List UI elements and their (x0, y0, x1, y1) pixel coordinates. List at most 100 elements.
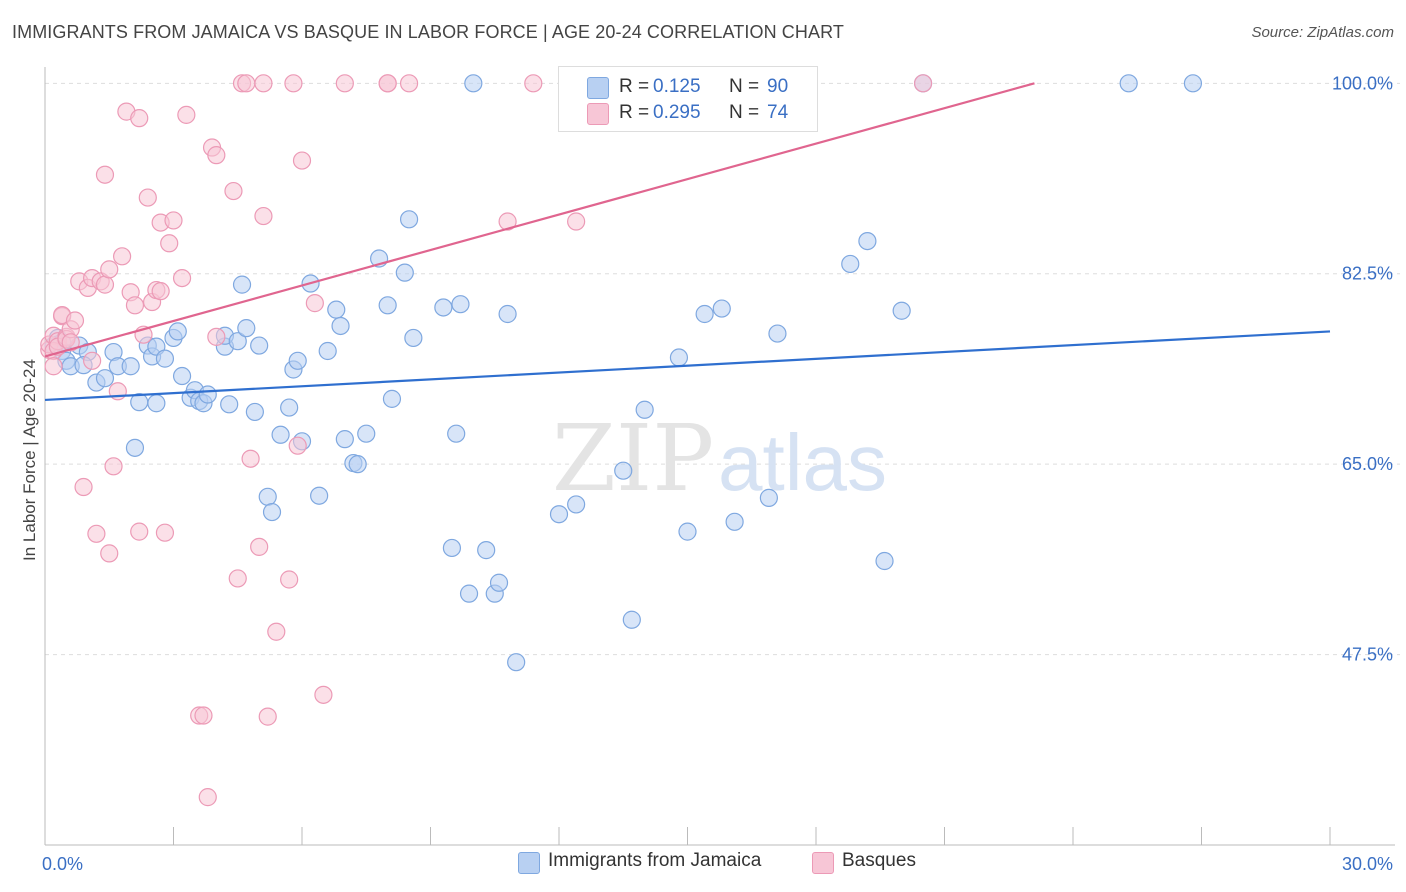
data-point (331, 316, 350, 336)
data-point (913, 74, 933, 93)
y-tick-label: 100.0% (1332, 73, 1393, 93)
data-point (172, 268, 192, 288)
data-point (104, 457, 123, 476)
axes (44, 67, 1395, 846)
data-point (858, 231, 877, 251)
data-point (254, 206, 273, 226)
data-point (271, 425, 290, 444)
data-point (489, 573, 509, 592)
data-point (138, 188, 157, 207)
legend-swatch-basques (587, 103, 609, 125)
data-point (155, 523, 175, 542)
data-point (112, 247, 132, 266)
watermark-zip: ZIP (552, 405, 714, 512)
data-point (725, 512, 744, 531)
data-point (151, 282, 170, 301)
trend-line-basques (44, 82, 1035, 358)
data-point (130, 522, 149, 541)
data-point (524, 74, 543, 93)
data-point (768, 324, 787, 343)
data-point (130, 109, 149, 128)
data-point (258, 707, 277, 726)
data-point (155, 349, 175, 368)
x-tick-label: 30.0% (1342, 854, 1393, 874)
data-point (237, 74, 256, 93)
data-point (327, 300, 346, 319)
data-point (567, 212, 586, 231)
data-point (875, 551, 894, 571)
legend-swatch-jamaica (587, 77, 609, 99)
data-point (318, 341, 337, 361)
legend-n-value: 90 (767, 76, 789, 97)
legend-n-label: N = (729, 102, 760, 123)
tick-labels: 100.0% 82.5% 65.0% 47.5% 0.0% 30.0% (42, 73, 1393, 874)
data-point (164, 211, 183, 230)
y-tick-label: 65.0% (1342, 454, 1393, 474)
data-point (635, 400, 654, 419)
data-point (147, 394, 166, 413)
data-point (61, 333, 80, 352)
trend-lines (44, 82, 1331, 402)
data-point (434, 298, 453, 317)
data-point (678, 522, 697, 541)
data-point (262, 502, 282, 522)
correlation-legend: R = 0.125 N = 90 R = 0.295 N = 74 (558, 66, 818, 132)
legend-r-value: 0.295 (653, 102, 701, 123)
data-point (442, 538, 462, 558)
data-point (447, 424, 466, 443)
data-point (1183, 74, 1203, 93)
data-point (357, 424, 376, 443)
data-point (198, 385, 217, 404)
data-point (121, 357, 140, 376)
data-point (695, 304, 714, 324)
data-point (292, 151, 312, 170)
data-point (241, 449, 260, 468)
data-point (198, 788, 217, 807)
data-point (65, 311, 85, 330)
data-point (567, 495, 586, 514)
data-point (378, 74, 397, 93)
data-point (207, 146, 226, 165)
data-point (160, 234, 179, 253)
data-point (310, 486, 329, 505)
y-axis-label: In Labor Force | Age 20-24 (20, 359, 39, 561)
watermark-atlas: atlas (718, 418, 887, 507)
source-label: Source: ZipAtlas.com (1251, 24, 1394, 41)
data-point (288, 436, 307, 455)
data-point (95, 275, 115, 294)
data-point (549, 505, 569, 524)
data-point (841, 254, 860, 274)
data-point (399, 74, 419, 93)
legend-r-label: R = (619, 76, 650, 97)
data-point (399, 210, 419, 229)
data-point (382, 389, 402, 408)
legend-r-value: 0.125 (653, 76, 701, 97)
data-point (498, 304, 517, 324)
data-point (507, 653, 526, 672)
data-point (712, 299, 731, 318)
data-point (378, 296, 397, 315)
data-point (395, 263, 414, 282)
data-point (404, 328, 423, 348)
data-point (498, 212, 517, 231)
data-point (250, 336, 269, 355)
legend-r-label: R = (619, 102, 650, 123)
data-point (284, 74, 303, 93)
data-point (228, 332, 247, 351)
data-point (622, 610, 641, 629)
data-point (207, 327, 226, 346)
data-point (614, 461, 633, 480)
data-point (314, 685, 333, 704)
y-tick-label: 47.5% (1342, 645, 1393, 665)
data-point (83, 351, 102, 370)
data-point (477, 541, 496, 560)
data-point (288, 351, 307, 370)
bottom-legend-label-basques: Basques (842, 850, 916, 871)
data-point (74, 477, 93, 497)
data-point (95, 369, 115, 388)
data-point (100, 260, 119, 279)
bottom-legend-swatch-jamaica (518, 852, 540, 874)
data-point (95, 165, 115, 184)
data-point (464, 74, 483, 93)
bottom-legend-label-jamaica: Immigrants from Jamaica (548, 850, 762, 871)
